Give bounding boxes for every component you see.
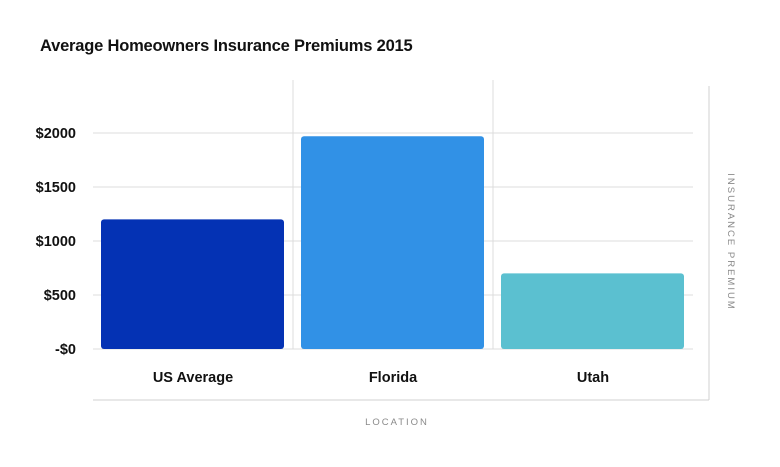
x-tick-label: Florida: [369, 370, 418, 386]
x-tick-label: US Average: [153, 370, 233, 386]
x-tick-label: Utah: [577, 370, 609, 386]
y-tick-label: $1000: [36, 234, 76, 250]
y-tick-label: $2000: [36, 126, 76, 142]
y-axis-label: INSURANCE PREMIUM: [725, 173, 736, 310]
y-tick-labels: -$0 $500 $1000 $1500 $2000: [36, 126, 76, 358]
y-tick-label: $1500: [36, 180, 76, 196]
bar-florida: [301, 136, 484, 349]
y-tick-label: $500: [44, 288, 76, 304]
bar-utah: [501, 273, 684, 349]
y-tick-label: -$0: [55, 342, 76, 358]
x-tick-labels: US Average Florida Utah: [153, 370, 609, 386]
bar-us-average: [101, 219, 284, 349]
bars: [101, 136, 684, 349]
x-axis-label: LOCATION: [365, 417, 429, 428]
chart-title: Average Homeowners Insurance Premiums 20…: [40, 37, 413, 55]
